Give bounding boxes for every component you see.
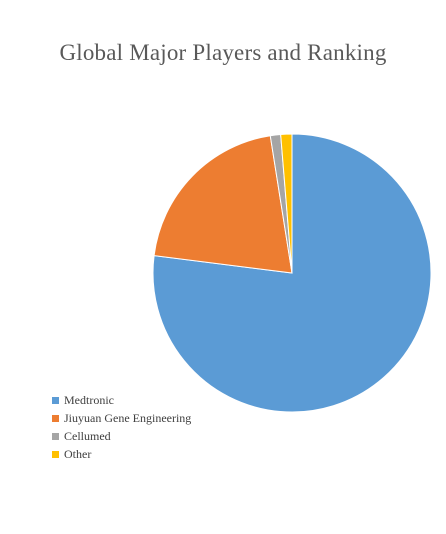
- legend-item: Medtronic: [52, 391, 191, 409]
- legend-item: Jiuyuan Gene Engineering: [52, 409, 191, 427]
- legend-item: Other: [52, 445, 191, 463]
- legend-label: Jiuyuan Gene Engineering: [64, 410, 192, 425]
- legend-swatch: [52, 414, 59, 422]
- pie-slice-medtronic: [152, 133, 432, 413]
- chart-title: Global Major Players and Ranking: [59, 40, 387, 65]
- legend-label: Medtronic: [64, 392, 114, 407]
- legend-label: Other: [64, 446, 92, 461]
- legend-item: Cellumed: [52, 427, 191, 445]
- legend: Medtronic Jiuyuan Gene Engineering Cellume…: [52, 391, 191, 463]
- legend-swatch: [52, 396, 59, 404]
- legend-swatch: [52, 432, 59, 440]
- pie-slices-group: [152, 133, 432, 413]
- legend-label: Cellumed: [64, 428, 111, 443]
- legend-swatch: [52, 450, 59, 458]
- pie-slice-other: [280, 133, 293, 274]
- pie-slice-jiuyuan-gene-engineering: [153, 135, 293, 274]
